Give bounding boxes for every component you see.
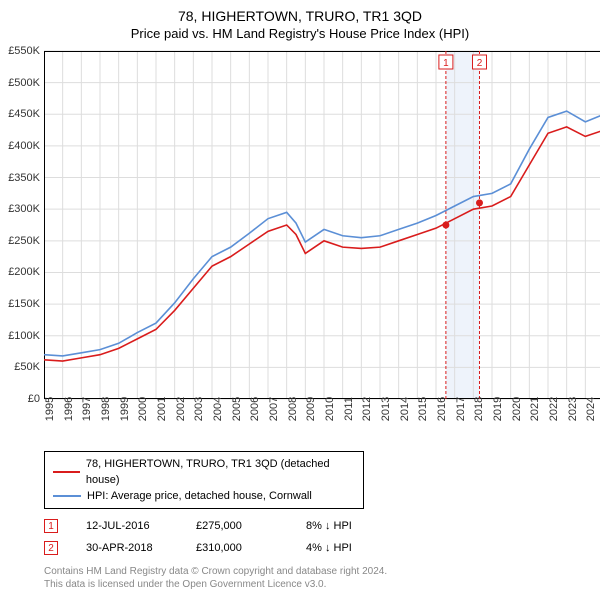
x-tick-label: 2001 <box>156 397 168 421</box>
sale-marker-icon: 1 <box>44 519 58 533</box>
sale-row: 1 12-JUL-2016£275,0008% ↓ HPI <box>44 515 592 537</box>
y-tick-label: £450K <box>8 108 40 120</box>
svg-text:1: 1 <box>443 58 449 69</box>
chart-container: 78, HIGHERTOWN, TRURO, TR1 3QD Price pai… <box>0 0 600 560</box>
x-tick-label: 2014 <box>399 397 411 421</box>
x-tick-label: 2016 <box>436 397 448 421</box>
y-tick-label: £300K <box>8 203 40 215</box>
y-tick-label: £50K <box>14 361 40 373</box>
legend-swatch-icon <box>53 495 81 497</box>
y-tick-label: £400K <box>8 140 40 152</box>
y-tick-label: £250K <box>8 235 40 247</box>
x-tick-label: 1999 <box>119 397 131 421</box>
sale-change: 8% ↓ HPI <box>306 520 416 532</box>
x-tick-label: 1995 <box>44 397 56 421</box>
footnote: Contains HM Land Registry data © Crown c… <box>44 565 592 591</box>
y-tick-label: £550K <box>8 45 40 57</box>
sale-markers-table: 1 12-JUL-2016£275,0008% ↓ HPI 2 30-APR-2018… <box>44 515 592 559</box>
chart-subtitle: Price paid vs. HM Land Registry's House … <box>8 26 592 41</box>
x-tick-label: 1997 <box>81 397 93 421</box>
x-tick-label: 2006 <box>249 397 261 421</box>
x-tick-label: 2005 <box>231 397 243 421</box>
footnote-line: Contains HM Land Registry data © Crown c… <box>44 565 592 578</box>
chart-svg: 12 <box>44 45 600 405</box>
x-tick-label: 1998 <box>100 397 112 421</box>
x-tick-label: 2013 <box>380 397 392 421</box>
svg-text:2: 2 <box>477 58 483 69</box>
x-tick-label: 2010 <box>324 397 336 421</box>
y-tick-label: £100K <box>8 330 40 342</box>
x-tick-label: 2003 <box>193 397 205 421</box>
x-tick-label: 2000 <box>137 397 149 421</box>
x-tick-label: 2009 <box>305 397 317 421</box>
sale-price: £275,000 <box>196 520 306 532</box>
x-tick-label: 2007 <box>268 397 280 421</box>
legend-item: 78, HIGHERTOWN, TRURO, TR1 3QD (detached… <box>53 456 355 488</box>
x-tick-label: 2004 <box>212 397 224 421</box>
x-tick-label: 2024 <box>585 397 597 421</box>
sale-marker-icon: 2 <box>44 541 58 555</box>
x-tick-label: 2021 <box>529 397 541 421</box>
x-tick-label: 2022 <box>548 397 560 421</box>
legend-box: 78, HIGHERTOWN, TRURO, TR1 3QD (detached… <box>44 451 364 509</box>
sale-date: 12-JUL-2016 <box>86 520 196 532</box>
chart-title: 78, HIGHERTOWN, TRURO, TR1 3QD <box>8 8 592 24</box>
y-tick-label: £350K <box>8 172 40 184</box>
x-tick-label: 2017 <box>455 397 467 421</box>
x-tick-label: 1996 <box>63 397 75 421</box>
x-tick-label: 2012 <box>361 397 373 421</box>
sale-row: 2 30-APR-2018£310,0004% ↓ HPI <box>44 537 592 559</box>
x-tick-label: 2019 <box>492 397 504 421</box>
x-tick-label: 2018 <box>473 397 485 421</box>
sale-price: £310,000 <box>196 542 306 554</box>
x-tick-label: 2008 <box>287 397 299 421</box>
sale-change: 4% ↓ HPI <box>306 542 416 554</box>
legend-item: HPI: Average price, detached house, Corn… <box>53 488 355 504</box>
x-tick-label: 2015 <box>417 397 429 421</box>
chart-plot-area: 12 £0£50K£100K£150K£200K£250K£300K£350K£… <box>44 45 600 405</box>
sale-date: 30-APR-2018 <box>86 542 196 554</box>
legend-label: HPI: Average price, detached house, Corn… <box>87 488 312 504</box>
y-tick-label: £500K <box>8 77 40 89</box>
legend-label: 78, HIGHERTOWN, TRURO, TR1 3QD (detached… <box>86 456 355 488</box>
x-tick-label: 2023 <box>567 397 579 421</box>
x-tick-label: 2020 <box>511 397 523 421</box>
y-tick-label: £0 <box>28 393 40 405</box>
y-tick-label: £150K <box>8 298 40 310</box>
y-tick-label: £200K <box>8 266 40 278</box>
x-tick-label: 2002 <box>175 397 187 421</box>
footnote-line: This data is licensed under the Open Gov… <box>44 578 592 591</box>
x-tick-label: 2011 <box>343 397 355 421</box>
legend-swatch-icon <box>53 471 80 473</box>
